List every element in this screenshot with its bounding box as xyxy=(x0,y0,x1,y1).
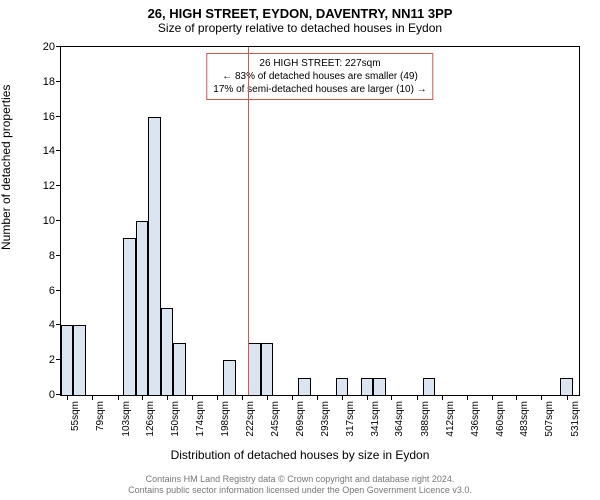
y-tick-label: 2 xyxy=(49,354,55,366)
y-tick-mark xyxy=(56,290,61,291)
x-tick-mark xyxy=(516,395,517,400)
x-tick-label: 150sqm xyxy=(170,401,181,437)
annotation-box: 26 HIGH STREET: 227sqm ← 83% of detached… xyxy=(206,53,433,100)
x-tick-label: 293sqm xyxy=(320,401,331,437)
y-tick-label: 18 xyxy=(43,76,55,88)
histogram-bar xyxy=(173,343,185,395)
x-tick-mark xyxy=(467,395,468,400)
y-tick-label: 12 xyxy=(43,180,55,192)
histogram-bar xyxy=(373,378,385,395)
chart-container: 26, HIGH STREET, EYDON, DAVENTRY, NN11 3… xyxy=(0,0,600,500)
plot-area: 26 HIGH STREET: 227sqm ← 83% of detached… xyxy=(60,46,580,396)
footer-line: Contains HM Land Registry data © Crown c… xyxy=(0,474,600,485)
x-tick-mark xyxy=(417,395,418,400)
annotation-line: ← 83% of detached houses are smaller (49… xyxy=(213,70,426,83)
y-tick-label: 16 xyxy=(43,111,55,123)
x-tick-label: 126sqm xyxy=(145,401,156,437)
y-tick-label: 10 xyxy=(43,215,55,227)
x-tick-label: 222sqm xyxy=(245,401,256,437)
y-tick-label: 0 xyxy=(49,389,55,401)
histogram-bar xyxy=(336,378,348,395)
chart-subtitle: Size of property relative to detached ho… xyxy=(0,21,600,37)
x-tick-mark xyxy=(92,395,93,400)
footer-attribution: Contains HM Land Registry data © Crown c… xyxy=(0,474,600,497)
y-axis-label: Number of detached properties xyxy=(0,85,13,250)
histogram-bar xyxy=(136,221,148,395)
x-tick-mark xyxy=(342,395,343,400)
y-tick-label: 14 xyxy=(43,145,55,157)
x-tick-mark xyxy=(118,395,119,400)
histogram-bar xyxy=(223,360,235,395)
x-tick-mark xyxy=(442,395,443,400)
x-tick-label: 55sqm xyxy=(70,401,81,431)
histogram-bar xyxy=(73,325,85,395)
x-tick-mark xyxy=(267,395,268,400)
histogram-bar xyxy=(560,378,572,395)
y-tick-mark xyxy=(56,46,61,47)
x-tick-label: 531sqm xyxy=(570,401,581,437)
y-tick-mark xyxy=(56,255,61,256)
y-tick-mark xyxy=(56,81,61,82)
y-tick-mark xyxy=(56,150,61,151)
x-tick-label: 245sqm xyxy=(270,401,281,437)
x-tick-mark xyxy=(492,395,493,400)
x-tick-label: 317sqm xyxy=(345,401,356,437)
x-tick-label: 483sqm xyxy=(519,401,530,437)
x-tick-mark xyxy=(367,395,368,400)
x-tick-label: 388sqm xyxy=(420,401,431,437)
x-tick-mark xyxy=(142,395,143,400)
histogram-bar xyxy=(298,378,310,395)
histogram-bar xyxy=(161,308,173,395)
y-tick-mark xyxy=(56,185,61,186)
x-axis-label: Distribution of detached houses by size … xyxy=(0,448,600,462)
x-tick-mark xyxy=(67,395,68,400)
y-tick-mark xyxy=(56,116,61,117)
marker-line xyxy=(248,47,249,395)
x-tick-label: 412sqm xyxy=(445,401,456,437)
x-tick-label: 269sqm xyxy=(295,401,306,437)
x-tick-label: 460sqm xyxy=(495,401,506,437)
y-tick-label: 20 xyxy=(43,41,55,53)
y-tick-label: 6 xyxy=(49,285,55,297)
x-tick-mark xyxy=(292,395,293,400)
x-tick-label: 364sqm xyxy=(394,401,405,437)
histogram-bar xyxy=(61,325,73,395)
x-tick-mark xyxy=(391,395,392,400)
histogram-bar xyxy=(148,117,160,395)
histogram-bar xyxy=(361,378,373,395)
x-tick-label: 103sqm xyxy=(121,401,132,437)
x-tick-label: 79sqm xyxy=(95,401,106,431)
y-tick-label: 8 xyxy=(49,250,55,262)
x-tick-mark xyxy=(192,395,193,400)
histogram-bar xyxy=(261,343,273,395)
chart-title: 26, HIGH STREET, EYDON, DAVENTRY, NN11 3… xyxy=(0,0,600,21)
annotation-line: 26 HIGH STREET: 227sqm xyxy=(213,57,426,70)
footer-line: Contains public sector information licen… xyxy=(0,485,600,496)
x-tick-mark xyxy=(167,395,168,400)
annotation-line: 17% of semi-detached houses are larger (… xyxy=(213,83,426,96)
histogram-bar xyxy=(248,343,260,395)
x-tick-mark xyxy=(217,395,218,400)
x-tick-mark xyxy=(242,395,243,400)
y-tick-label: 4 xyxy=(49,319,55,331)
x-tick-label: 174sqm xyxy=(195,401,206,437)
histogram-bar xyxy=(123,238,135,395)
x-tick-label: 507sqm xyxy=(544,401,555,437)
x-tick-label: 198sqm xyxy=(220,401,231,437)
histogram-bar xyxy=(423,378,435,395)
x-tick-mark xyxy=(317,395,318,400)
x-tick-mark xyxy=(567,395,568,400)
y-tick-mark xyxy=(56,220,61,221)
x-tick-label: 341sqm xyxy=(370,401,381,437)
x-tick-mark xyxy=(541,395,542,400)
x-tick-label: 436sqm xyxy=(470,401,481,437)
